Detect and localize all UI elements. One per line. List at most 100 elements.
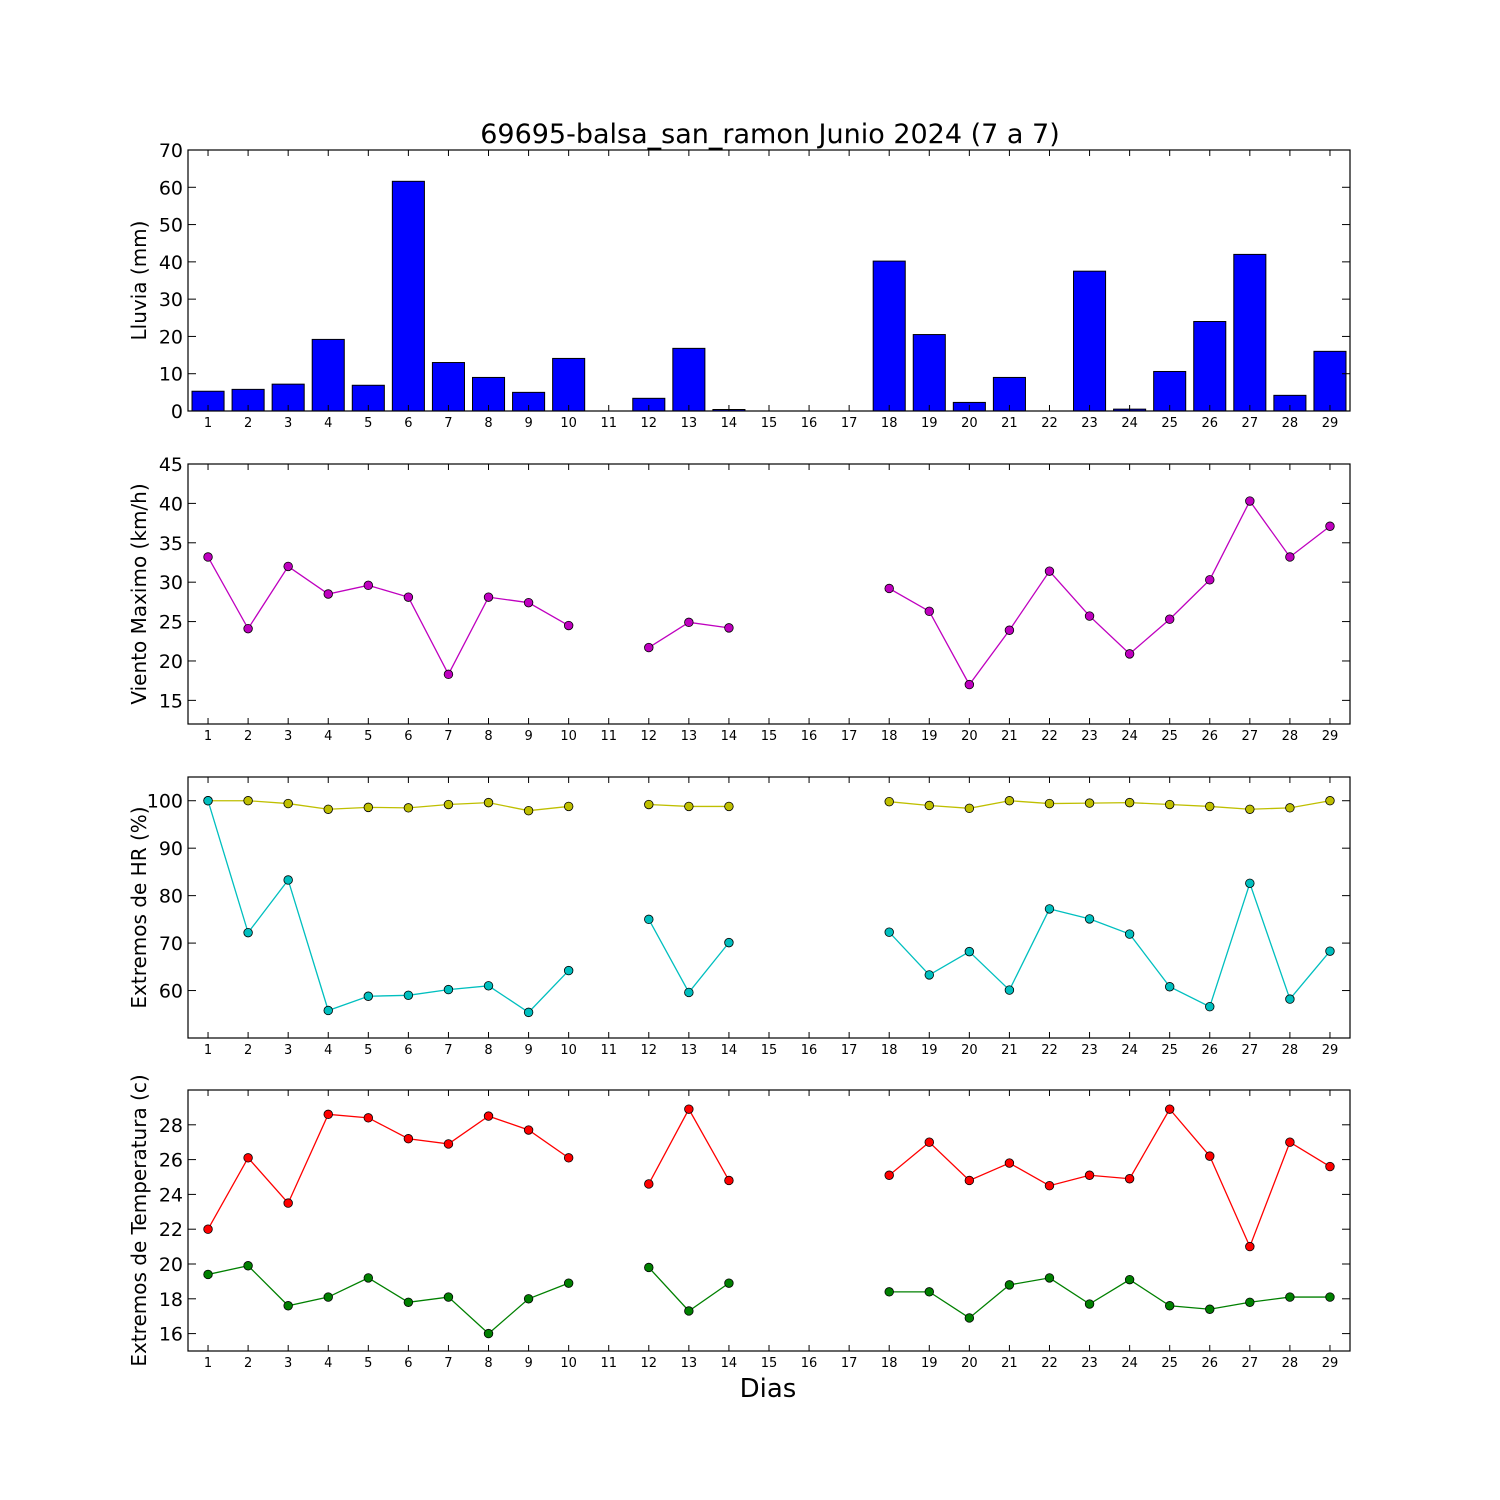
x-tick-label: 25 [1161,416,1178,431]
x-axis-label: Dias [740,1374,797,1404]
series-1-point-day-5 [363,580,374,591]
series-2-point-day-25 [1164,1301,1175,1311]
series-1-point-day-26 [1205,575,1215,585]
series-1-point-day-4 [323,804,333,814]
series-1-point-day-23 [1084,1170,1095,1180]
x-tick-label: 27 [1242,1356,1259,1371]
x-tick-label: 18 [881,416,898,431]
x-tick-label: 26 [1201,729,1218,744]
series-1-point-day-22 [1044,798,1055,809]
y-tick-label: 10 [159,364,183,386]
series-2-point-day-2 [243,927,253,938]
series-1-point-day-28 [1285,803,1295,813]
x-tick-label: 25 [1161,1356,1178,1371]
x-tick-label: 12 [641,1356,658,1371]
series-1-point-day-3 [283,561,293,572]
series-1-point-day-7 [443,799,454,810]
series-1-point-day-5 [363,1113,374,1123]
x-tick-label: 22 [1041,729,1058,744]
x-tick-label: 22 [1041,1356,1058,1371]
y-axis-label: Extremos de HR (%) [127,806,151,1008]
y-tick-label: 70 [159,933,183,955]
series-1-point-day-27 [1245,1241,1255,1252]
series-1-point-day-26 [1205,801,1215,812]
series-2-point-day-19 [924,1287,934,1297]
x-tick-label: 8 [484,729,492,744]
series-2-point-day-25 [1164,982,1175,992]
series-2-point-day-24 [1124,929,1135,939]
x-tick-label: 24 [1121,1356,1138,1371]
x-tick-label: 7 [444,1043,452,1058]
x-tick-label: 28 [1282,1043,1299,1058]
series-1-point-day-19 [924,1137,934,1147]
series-2-point-day-28 [1285,1292,1295,1302]
panels: 1 2 3 4 5 6 7 8 9 10 11 12 13 14 15 16 17 18 19 20 21 22 23 24 2… [127,140,1351,1371]
x-tick-label: 25 [1161,1043,1178,1058]
x-tick-label: 29 [1322,1043,1339,1058]
x-tick-label: 11 [600,1356,617,1371]
x-tick-label: 21 [1001,1356,1018,1371]
series-1-point-day-21 [1004,796,1015,806]
series-2-point-day-14 [724,1278,734,1288]
x-tick-label: 18 [881,729,898,744]
x-tick-label: 2 [244,416,252,431]
series-2-point-day-27 [1245,878,1255,889]
bar-day-25 [1153,370,1187,412]
series-2-point-day-10 [563,1278,574,1288]
x-tick-label: 1 [204,416,212,431]
series-1-point-day-20 [964,679,975,690]
x-tick-label: 18 [881,1043,898,1058]
bar-day-18 [872,260,906,412]
y-tick-label: 60 [159,981,183,1003]
x-tick-label: 12 [641,729,658,744]
series-2-point-day-3 [283,1301,293,1311]
series-1-point-day-29 [1325,521,1335,531]
x-tick-label: 11 [600,416,617,431]
series-2-line-segment-3 [888,881,1331,1008]
x-tick-label: 1 [204,1356,212,1371]
y-tick-label: 20 [159,1254,183,1276]
series-2-point-day-7 [443,1292,454,1302]
series-1-point-day-12 [644,1179,654,1189]
x-tick-label: 25 [1161,729,1178,744]
series-2-point-day-19 [924,970,934,980]
x-tick-label: 7 [444,729,452,744]
series-1-point-day-6 [403,592,414,602]
series-1-line-segment-3 [888,1108,1331,1249]
x-tick-label: 16 [801,1043,818,1058]
x-tick-label: 26 [1201,1043,1218,1058]
x-tick-label: 23 [1081,416,1098,431]
series-1-point-day-23 [1084,798,1095,808]
series-1-point-day-24 [1124,649,1135,659]
x-tick-label: 16 [801,416,818,431]
x-tick-label: 9 [524,1043,532,1058]
series-2-point-day-6 [403,1297,414,1307]
series-1-point-day-29 [1325,796,1335,806]
x-tick-label: 29 [1322,416,1339,431]
series-1-point-day-5 [363,802,374,813]
x-tick-label: 24 [1121,416,1138,431]
y-tick-label: 35 [159,533,183,555]
series-1-point-day-18 [884,1170,894,1180]
x-tick-label: 5 [364,1356,372,1371]
y-tick-label: 26 [159,1150,183,1172]
x-tick-label: 6 [404,1043,412,1058]
series-1-point-day-9 [523,597,534,608]
x-tick-label: 20 [961,416,978,431]
y-tick-label: 40 [159,252,183,274]
x-tick-label: 26 [1201,1356,1218,1371]
x-tick-label: 24 [1121,1043,1138,1058]
x-tick-label: 24 [1121,729,1138,744]
x-tick-label: 8 [484,1043,492,1058]
x-tick-label: 7 [444,1356,452,1371]
x-tick-label: 10 [560,416,577,431]
x-tick-label: 4 [324,1356,332,1371]
x-tick-label: 22 [1041,1043,1058,1058]
series-1-point-day-8 [483,797,494,808]
series-2-point-day-1 [203,796,213,806]
y-tick-label: 28 [159,1115,183,1137]
series-2-point-day-9 [523,1007,534,1018]
x-tick-label: 27 [1242,1043,1259,1058]
x-tick-label: 28 [1282,1356,1299,1371]
series-1-point-day-18 [884,796,894,807]
